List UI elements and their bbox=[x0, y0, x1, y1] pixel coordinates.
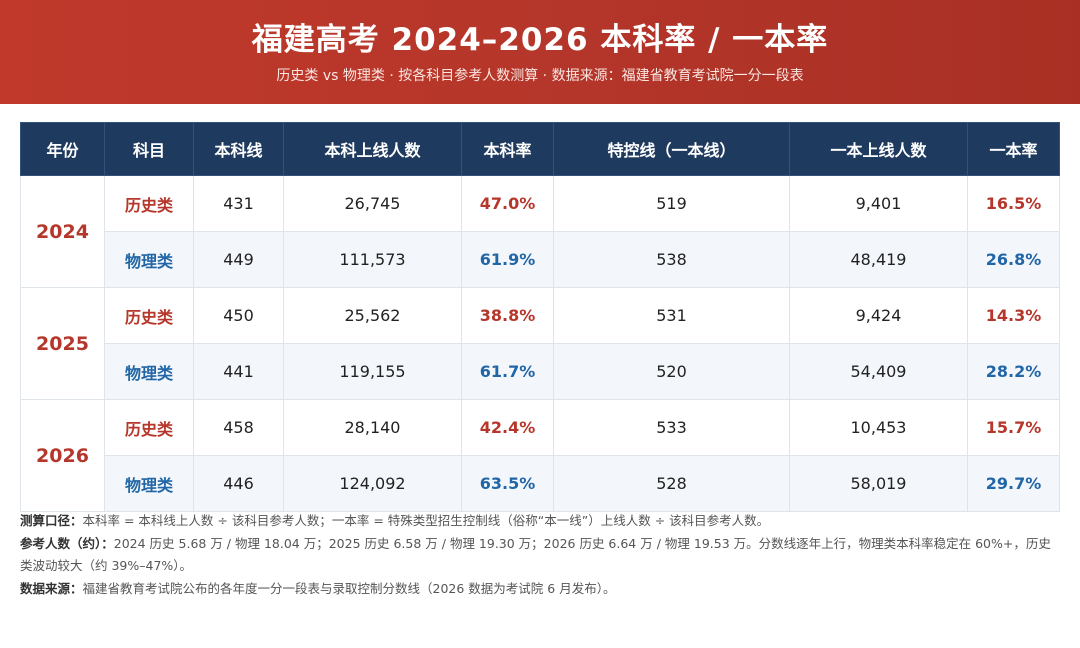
tk-line-cell: 531 bbox=[553, 287, 790, 344]
yb-rate-cell: 15.7% bbox=[967, 399, 1060, 456]
subject-cell: 物理类 bbox=[104, 343, 194, 400]
col-header-year: 年份 bbox=[20, 122, 105, 176]
table-header-row: 年份 科目 本科线 本科上线人数 本科率 特控线（一本线） 一本上线人数 一本率 bbox=[20, 122, 1060, 176]
tk-line-cell: 538 bbox=[553, 231, 790, 288]
yb-rate-cell: 14.3% bbox=[967, 287, 1060, 344]
rate-table: 年份 科目 本科线 本科上线人数 本科率 特控线（一本线） 一本上线人数 一本率… bbox=[20, 122, 1060, 512]
note-ref-label: 参考人数（约）： bbox=[20, 536, 114, 551]
yb-count-cell: 54,409 bbox=[789, 343, 968, 400]
yb-count-cell: 9,424 bbox=[789, 287, 968, 344]
subject-cell: 历史类 bbox=[104, 399, 194, 456]
tk-line-cell: 528 bbox=[553, 455, 790, 512]
bk-line-cell: 450 bbox=[193, 287, 284, 344]
rate-table-container: 年份 科目 本科线 本科上线人数 本科率 特控线（一本线） 一本上线人数 一本率… bbox=[20, 122, 1060, 512]
page-title: 福建高考 2024–2026 本科率 / 一本率 bbox=[251, 22, 829, 58]
table-row: 物理类 449 111,573 61.9% 538 48,419 26.8% bbox=[21, 231, 1060, 288]
subject-cell: 历史类 bbox=[104, 175, 194, 232]
bk-rate-cell: 42.4% bbox=[461, 399, 554, 456]
year-cell: 2026 bbox=[20, 399, 105, 512]
page-header: 福建高考 2024–2026 本科率 / 一本率 历史类 vs 物理类 · 按各… bbox=[0, 0, 1080, 104]
note-source-label: 数据来源： bbox=[20, 581, 83, 596]
bk-count-cell: 119,155 bbox=[283, 343, 462, 400]
table-row: 2024 历史类 431 26,745 47.0% 519 9,401 16.5… bbox=[20, 175, 1060, 288]
col-header-yb-count: 一本上线人数 bbox=[789, 122, 968, 176]
subject-cell: 历史类 bbox=[104, 287, 194, 344]
yb-count-cell: 10,453 bbox=[789, 399, 968, 456]
footnotes: 测算口径：本科率 = 本科线上人数 ÷ 该科目参考人数；一本率 = 特殊类型招生… bbox=[20, 510, 1060, 601]
bk-count-cell: 25,562 bbox=[283, 287, 462, 344]
col-header-yb-rate: 一本率 bbox=[967, 122, 1060, 176]
yb-count-cell: 48,419 bbox=[789, 231, 968, 288]
bk-rate-cell: 38.8% bbox=[461, 287, 554, 344]
yb-count-cell: 58,019 bbox=[789, 455, 968, 512]
year-cell: 2025 bbox=[20, 287, 105, 400]
note-ref-text: 2024 历史 5.68 万 / 物理 18.04 万；2025 历史 6.58… bbox=[20, 536, 1051, 573]
table-row: 物理类 441 119,155 61.7% 520 54,409 28.2% bbox=[21, 343, 1060, 400]
col-header-bk-rate: 本科率 bbox=[461, 122, 554, 176]
subject-cell: 物理类 bbox=[104, 231, 194, 288]
note-method-text: 本科率 = 本科线上人数 ÷ 该科目参考人数；一本率 = 特殊类型招生控制线（俗… bbox=[82, 513, 770, 528]
note-source-text: 福建省教育考试院公布的各年度一分一段表与录取控制分数线（2026 数据为考试院 … bbox=[82, 581, 616, 596]
table-row: 2026 历史类 458 28,140 42.4% 533 10,453 15.… bbox=[20, 399, 1060, 512]
yb-rate-cell: 16.5% bbox=[967, 175, 1060, 232]
note-method: 测算口径：本科率 = 本科线上人数 ÷ 该科目参考人数；一本率 = 特殊类型招生… bbox=[20, 510, 1060, 532]
note-method-label: 测算口径： bbox=[20, 513, 83, 528]
bk-line-cell: 441 bbox=[193, 343, 284, 400]
yb-rate-cell: 29.7% bbox=[967, 455, 1060, 512]
bk-rate-cell: 61.7% bbox=[461, 343, 554, 400]
bk-line-cell: 449 bbox=[193, 231, 284, 288]
col-header-bk-line: 本科线 bbox=[193, 122, 284, 176]
note-source: 数据来源：福建省教育考试院公布的各年度一分一段表与录取控制分数线（2026 数据… bbox=[20, 578, 1060, 600]
yb-rate-cell: 26.8% bbox=[967, 231, 1060, 288]
table-row: 物理类 446 124,092 63.5% 528 58,019 29.7% bbox=[21, 455, 1060, 512]
year-cell: 2024 bbox=[20, 175, 105, 288]
page-subtitle: 历史类 vs 物理类 · 按各科目参考人数测算 · 数据来源：福建省教育考试院一… bbox=[276, 68, 804, 84]
bk-rate-cell: 47.0% bbox=[461, 175, 554, 232]
yb-count-cell: 9,401 bbox=[789, 175, 968, 232]
bk-count-cell: 124,092 bbox=[283, 455, 462, 512]
bk-count-cell: 26,745 bbox=[283, 175, 462, 232]
table-row: 2025 历史类 450 25,562 38.8% 531 9,424 14.3… bbox=[20, 287, 1060, 400]
tk-line-cell: 519 bbox=[553, 175, 790, 232]
subject-cell: 物理类 bbox=[104, 455, 194, 512]
bk-line-cell: 458 bbox=[193, 399, 284, 456]
col-header-bk-count: 本科上线人数 bbox=[283, 122, 462, 176]
bk-count-cell: 28,140 bbox=[283, 399, 462, 456]
note-reference: 参考人数（约）：2024 历史 5.68 万 / 物理 18.04 万；2025… bbox=[20, 533, 1060, 577]
bk-rate-cell: 61.9% bbox=[461, 231, 554, 288]
bk-count-cell: 111,573 bbox=[283, 231, 462, 288]
tk-line-cell: 520 bbox=[553, 343, 790, 400]
col-header-subject: 科目 bbox=[104, 122, 194, 176]
bk-line-cell: 446 bbox=[193, 455, 284, 512]
yb-rate-cell: 28.2% bbox=[967, 343, 1060, 400]
bk-line-cell: 431 bbox=[193, 175, 284, 232]
bk-rate-cell: 63.5% bbox=[461, 455, 554, 512]
tk-line-cell: 533 bbox=[553, 399, 790, 456]
col-header-tk-line: 特控线（一本线） bbox=[553, 122, 790, 176]
